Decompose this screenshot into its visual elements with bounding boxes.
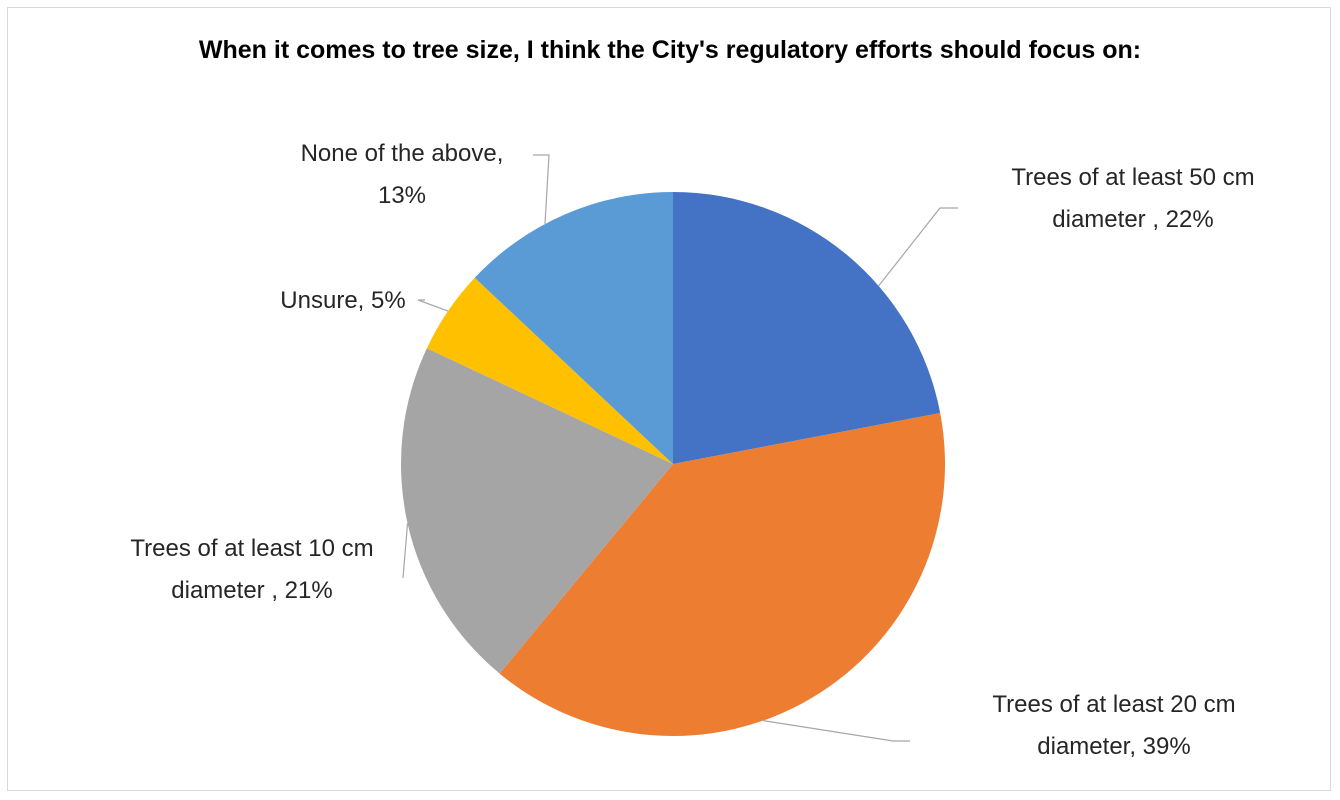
leader-line [533, 154, 550, 225]
pie-slice [499, 413, 945, 736]
leader-line [763, 720, 910, 742]
pie-slice [401, 348, 673, 674]
data-label: diameter , 22% [1052, 206, 1213, 233]
leader-line [878, 207, 958, 287]
pie-slice [474, 192, 673, 464]
data-label: Trees of at least 50 cm [1011, 164, 1254, 191]
data-label: diameter, 39% [1037, 733, 1190, 760]
leader-line [402, 523, 409, 579]
data-label: None of the above, [301, 140, 504, 167]
leader-line [417, 299, 449, 312]
chart-title: When it comes to tree size, I think the … [198, 36, 1142, 64]
data-label: Trees of at least 20 cm [992, 691, 1235, 718]
data-label: 13% [378, 182, 426, 209]
data-label: Unsure, 5% [280, 287, 405, 314]
pie-slice [426, 277, 673, 464]
data-label: Trees of at least 10 cm [130, 535, 373, 562]
pie-slice [673, 192, 941, 464]
data-label: diameter , 21% [171, 577, 332, 604]
